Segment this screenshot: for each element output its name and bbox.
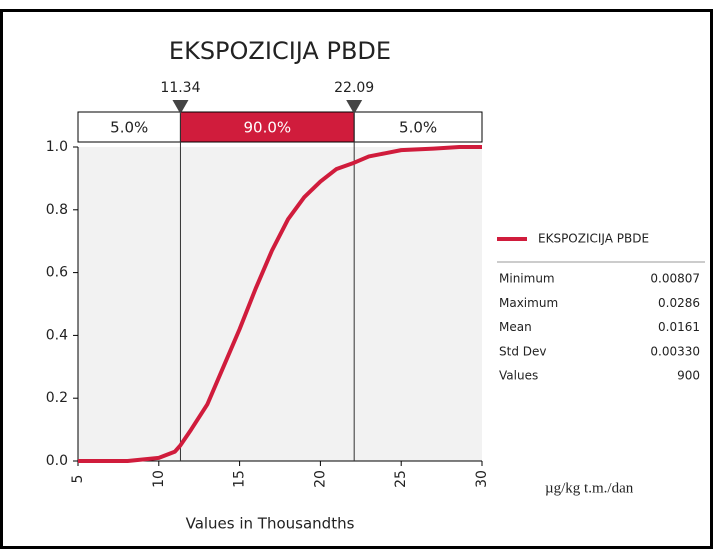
stat-value: 0.00807 [650,272,700,286]
y-tick-label: 0.2 [46,390,68,406]
marker-triangle [346,100,363,114]
chart-title: EKSPOZICIJA PBDE [169,37,391,65]
stat-value: 0.0161 [658,320,700,334]
band-label: 5.0% [110,119,148,137]
cumulative-line [78,145,482,463]
band-label: 90.0% [243,119,291,137]
y-tick-label: 0.4 [46,327,68,343]
stat-name: Std Dev [499,344,546,358]
marker-label: 11.34 [160,80,200,96]
x-tick-label: 25 [393,470,409,488]
band [179,111,355,143]
marker-label: 22.09 [334,80,374,96]
stat-value: 0.00330 [650,344,700,358]
marker-triangle [172,100,189,114]
unit-note: µg/kg t.m./dan [545,480,634,496]
x-tick-label: 15 [232,470,248,488]
x-axis-title: Values in Thousandths [186,515,355,533]
x-tick-label: 20 [312,470,328,488]
stat-name: Maximum [499,296,558,310]
stat-name: Minimum [499,272,555,286]
stat-name: Mean [499,320,532,334]
x-tick-label: 5 [70,475,86,484]
y-tick-label: 1.0 [46,139,68,155]
band-label: 5.0% [399,119,437,137]
y-tick-label: 0.6 [46,265,68,281]
plot-area [78,147,482,461]
stat-value: 0.0286 [658,296,700,310]
stat-name: Values [499,369,538,383]
x-tick-label: 10 [151,470,167,488]
stat-value: 900 [677,369,700,383]
legend-label: EKSPOZICIJA PBDE [538,232,649,246]
x-tick-label: 30 [474,470,490,488]
y-tick-label: 0.0 [46,453,68,469]
y-tick-label: 0.8 [46,202,68,218]
